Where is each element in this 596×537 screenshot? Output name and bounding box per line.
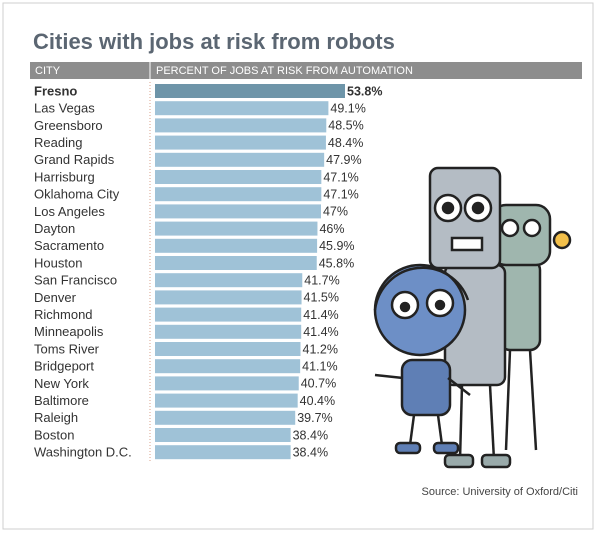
- bar: [155, 307, 302, 322]
- bar: [155, 342, 301, 356]
- value-label: 47.1%: [323, 170, 358, 184]
- category-label: Boston: [34, 427, 74, 442]
- bar: [155, 101, 329, 116]
- value-label: 47.1%: [323, 187, 358, 201]
- category-header: CITY: [35, 65, 61, 77]
- category-label: Richmond: [34, 307, 93, 322]
- bar: [155, 393, 298, 408]
- bar: [155, 204, 321, 219]
- category-label: Sacramento: [34, 238, 104, 253]
- category-label: Oklahoma City: [34, 187, 120, 202]
- category-label: Raleigh: [34, 410, 78, 425]
- category-label: New York: [34, 376, 89, 391]
- bar: [155, 221, 318, 236]
- bar: [155, 324, 302, 339]
- value-label: 49.1%: [330, 101, 365, 115]
- robots-illustration: [373, 166, 572, 469]
- category-label: Washington D.C.: [34, 445, 132, 460]
- bar: [155, 135, 326, 150]
- value-label: 53.8%: [347, 84, 382, 98]
- category-label: Toms River: [34, 341, 100, 356]
- chart-title: Cities with jobs at risk from robots: [33, 29, 395, 54]
- source: Source: University of Oxford/Citi: [422, 486, 579, 498]
- bar: [155, 118, 327, 133]
- bar: [155, 152, 325, 167]
- value-label: 41.7%: [304, 273, 339, 287]
- bar: [155, 290, 302, 305]
- value-label: 41.5%: [304, 291, 339, 305]
- category-label: Greensboro: [34, 118, 103, 133]
- category-label: Houston: [34, 255, 82, 270]
- value-label: 47.9%: [326, 153, 361, 167]
- value-label: 41.1%: [302, 359, 337, 373]
- category-label: Reading: [34, 135, 82, 150]
- category-label: Harrisburg: [34, 169, 95, 184]
- bar: [155, 256, 317, 270]
- bar: [155, 187, 322, 202]
- bar: [155, 410, 296, 425]
- value-label: 40.4%: [300, 394, 335, 408]
- value-label: 40.7%: [301, 377, 336, 391]
- bar: [155, 428, 291, 442]
- bar: [155, 238, 318, 253]
- bar: [155, 170, 322, 184]
- header-band: [30, 62, 582, 79]
- value-label: 46%: [319, 222, 344, 236]
- bar: [155, 273, 303, 288]
- value-label: 45.8%: [319, 256, 354, 270]
- category-label: Los Angeles: [34, 204, 105, 219]
- value-label: 41.4%: [303, 308, 338, 322]
- bar: [155, 445, 291, 460]
- value-label: 38.4%: [293, 445, 328, 459]
- value-label: 39.7%: [297, 411, 332, 425]
- category-label: Fresno: [34, 83, 77, 98]
- value-header: PERCENT OF JOBS AT RISK FROM AUTOMATION: [156, 65, 413, 77]
- bar: [155, 84, 345, 98]
- category-label: Grand Rapids: [34, 152, 115, 167]
- value-label: 41.4%: [303, 325, 338, 339]
- category-label: Minneapolis: [34, 324, 104, 339]
- value-label: 45.9%: [319, 239, 354, 253]
- category-label: Dayton: [34, 221, 75, 236]
- bar: [155, 376, 299, 391]
- bar: [155, 359, 301, 374]
- value-label: 48.5%: [328, 119, 363, 133]
- category-label: San Francisco: [34, 273, 117, 288]
- value-label: 47%: [323, 205, 348, 219]
- value-label: 38.4%: [293, 428, 328, 442]
- category-label: Denver: [34, 290, 77, 305]
- category-label: Las Vegas: [34, 101, 95, 116]
- category-label: Baltimore: [34, 393, 89, 408]
- value-label: 41.2%: [303, 342, 338, 356]
- value-label: 48.4%: [328, 136, 363, 150]
- category-label: Bridgeport: [34, 359, 94, 374]
